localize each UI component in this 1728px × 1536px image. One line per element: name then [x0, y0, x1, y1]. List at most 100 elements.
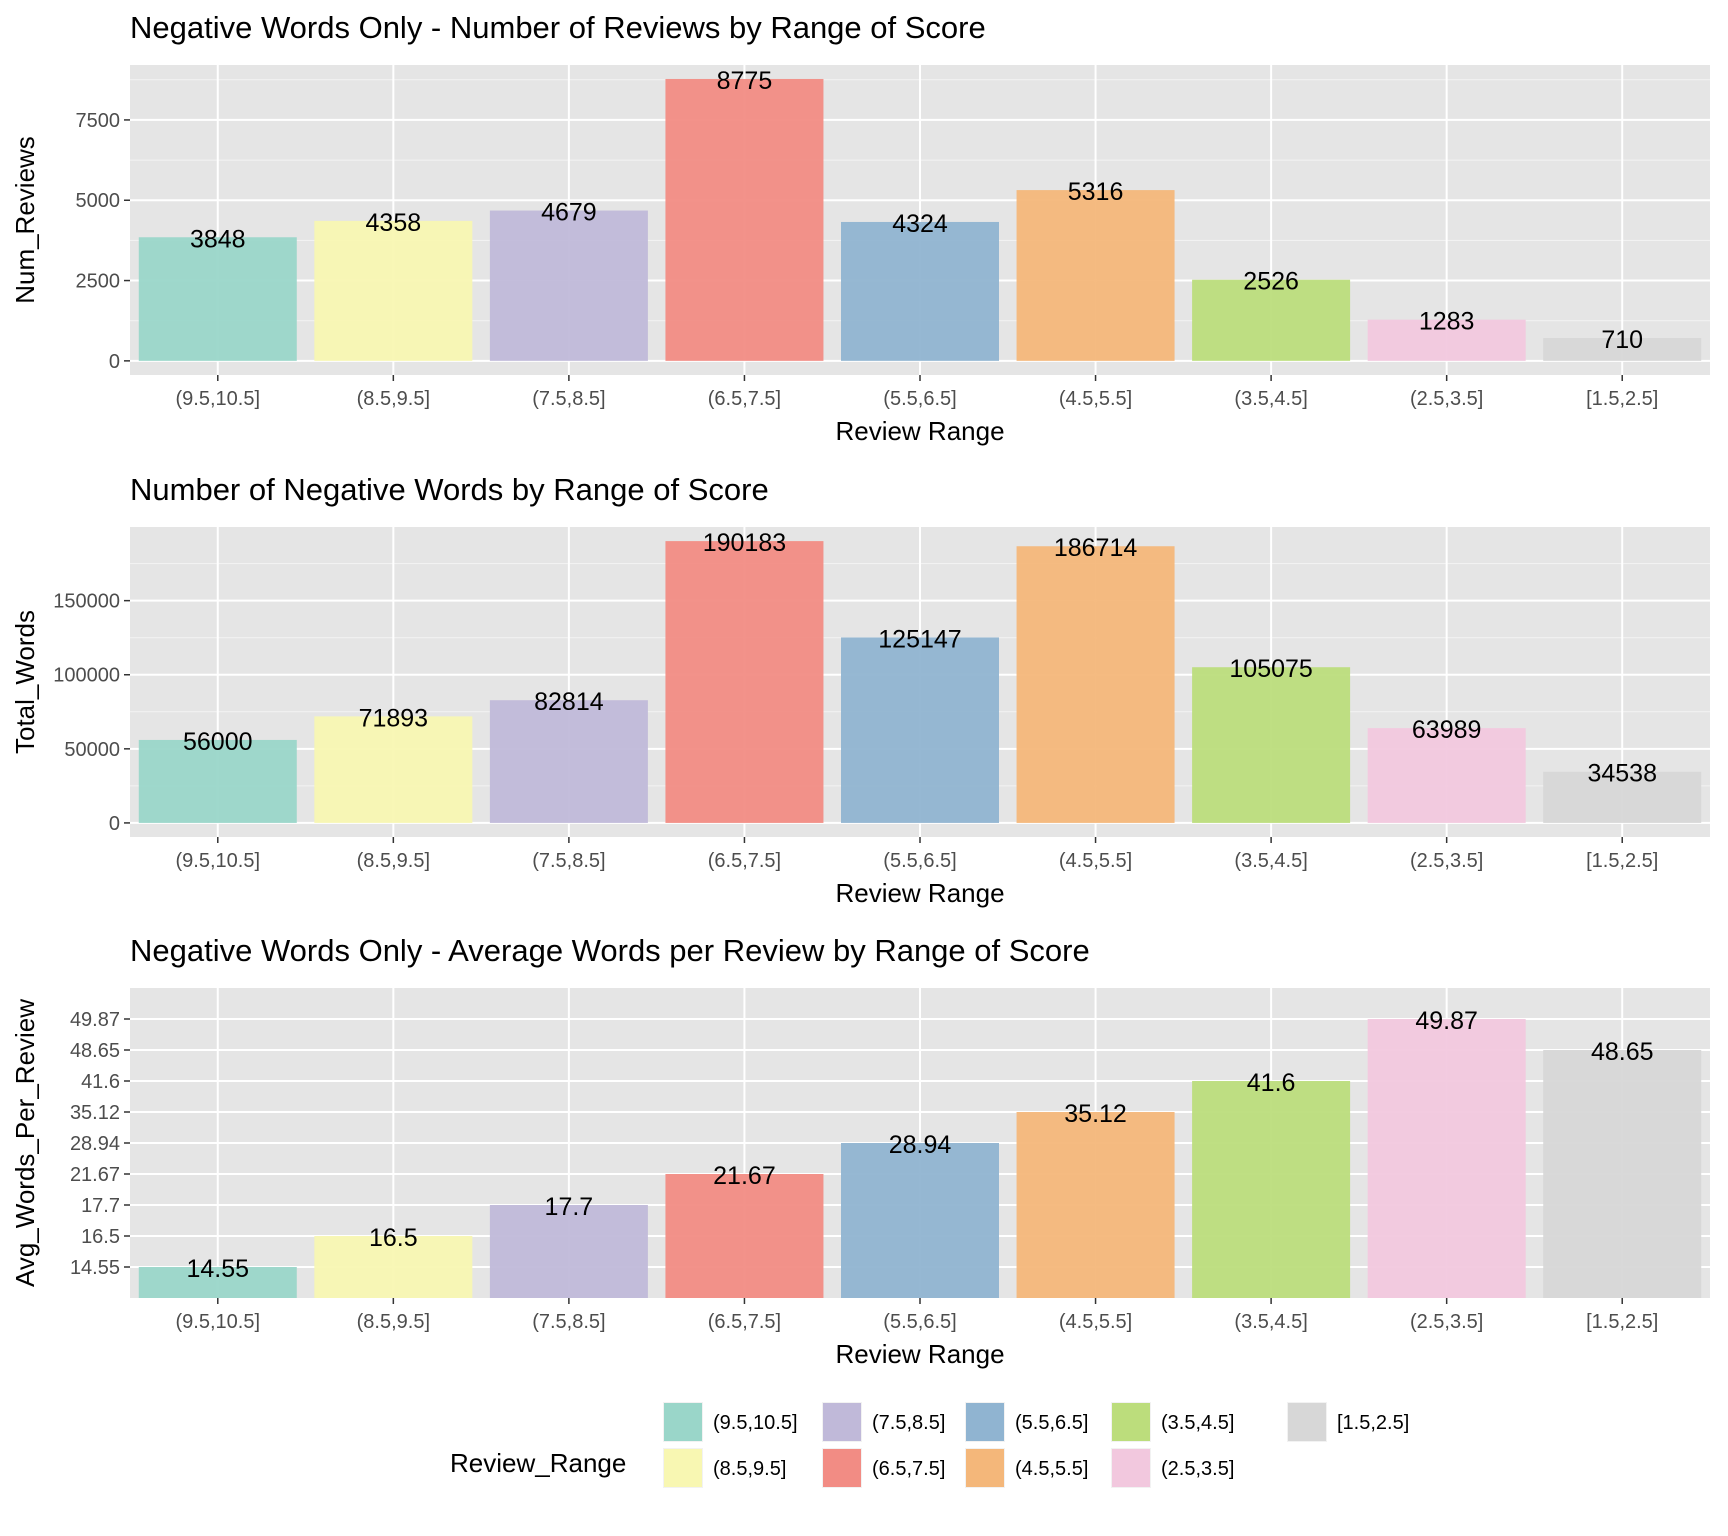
x-tick-label: (3.5,4.5]: [1234, 1311, 1307, 1333]
x-tick-label: (5.5,6.5]: [883, 388, 956, 410]
x-tick-label: (9.5,10.5]: [176, 1311, 261, 1333]
legend-label: (4.5,5.5]: [1015, 1458, 1088, 1480]
data-label: 35.12: [1064, 1100, 1127, 1128]
y-tick-label: 7500: [76, 110, 121, 132]
data-label: 125147: [878, 625, 961, 653]
bar: [138, 739, 297, 823]
x-tick-label: (9.5,10.5]: [176, 388, 261, 410]
bar: [1192, 1081, 1351, 1298]
bar: [1543, 338, 1702, 361]
data-label: 82814: [534, 688, 604, 716]
x-tick-label: (7.5,8.5]: [532, 388, 605, 410]
bar: [665, 78, 824, 361]
y-tick-label: 50000: [64, 739, 120, 761]
x-tick-label: (7.5,8.5]: [532, 850, 605, 872]
data-label: 41.6: [1247, 1069, 1296, 1097]
legend-swatch: [966, 1449, 1004, 1487]
x-tick-label: (7.5,8.5]: [532, 1311, 605, 1333]
data-label: 48.65: [1591, 1038, 1654, 1066]
x-tick-label: [1.5,2.5]: [1586, 1311, 1658, 1333]
data-label: 71893: [359, 704, 429, 732]
legend-label: (3.5,4.5]: [1161, 1412, 1234, 1434]
legend-swatch: [664, 1403, 702, 1441]
x-axis-title: Review Range: [835, 416, 1004, 446]
bar: [314, 716, 473, 823]
y-tick-label: 0: [109, 351, 120, 373]
data-label: 5316: [1068, 178, 1124, 206]
y-tick-label: 5000: [76, 190, 121, 212]
y-tick-label: 48.65: [70, 1040, 120, 1062]
y-tick-label: 2500: [76, 271, 121, 293]
bar: [1367, 1019, 1526, 1298]
chart-title: Negative Words Only - Average Words per …: [130, 933, 1090, 968]
data-label: 34538: [1587, 760, 1657, 788]
data-label: 21.67: [713, 1162, 776, 1190]
x-axis-title: Review Range: [835, 1339, 1004, 1369]
x-tick-label: (3.5,4.5]: [1234, 850, 1307, 872]
data-label: 14.55: [186, 1255, 249, 1283]
legend-swatch: [823, 1403, 861, 1441]
data-label: 8775: [717, 67, 773, 95]
data-label: 2526: [1243, 268, 1299, 296]
legend: Review_Range (9.5,10.5] (8.5,9.5] (7.5,8.5]…: [450, 1402, 1409, 1488]
y-tick-label: 21.67: [70, 1164, 120, 1186]
chart-panel-1: 0 2500 5000 7500 3848 4358 4679 8775 4324 5316 252…: [10, 10, 1710, 446]
legend-label: (9.5,10.5]: [713, 1412, 798, 1434]
x-tick-label: (9.5,10.5]: [176, 850, 261, 872]
bar: [1016, 1112, 1175, 1298]
x-tick-label: (2.5,3.5]: [1410, 850, 1483, 872]
data-label: 105075: [1229, 655, 1312, 683]
legend-label: (8.5,9.5]: [713, 1458, 786, 1480]
x-tick-label: (4.5,5.5]: [1059, 1311, 1132, 1333]
x-tick-label: (8.5,9.5]: [357, 388, 430, 410]
bar: [1016, 190, 1175, 361]
legend-swatch: [1288, 1403, 1326, 1441]
x-tick-label: (8.5,9.5]: [357, 1311, 430, 1333]
x-tick-label: (6.5,7.5]: [708, 388, 781, 410]
bar: [138, 1267, 297, 1298]
chart-panel-2: 0 50000 100000 150000 56000 71893 82814 190183 1…: [10, 472, 1710, 908]
y-tick-label: 150000: [53, 591, 120, 613]
data-label: 4358: [366, 209, 422, 237]
chart-title: Negative Words Only - Number of Reviews …: [130, 10, 986, 45]
bar: [1367, 728, 1526, 823]
bar: [489, 1205, 648, 1298]
x-tick-label: (4.5,5.5]: [1059, 388, 1132, 410]
data-label: 49.87: [1415, 1007, 1478, 1035]
x-tick-label: (2.5,3.5]: [1410, 1311, 1483, 1333]
legend-label: (2.5,3.5]: [1161, 1458, 1234, 1480]
legend-swatch: [1112, 1403, 1150, 1441]
data-label: 28.94: [889, 1131, 952, 1159]
y-tick-label: 28.94: [70, 1133, 120, 1155]
data-label: 3848: [190, 225, 246, 253]
data-label: 186714: [1054, 534, 1138, 562]
y-tick-label: 35.12: [70, 1102, 120, 1124]
data-label: 63989: [1412, 716, 1482, 744]
chart-panel-3: 14.55 16.5 17.7 21.67 28.94 35.12 41.6 48.65 49.…: [10, 933, 1710, 1369]
bar: [665, 541, 824, 823]
x-tick-label: (6.5,7.5]: [708, 850, 781, 872]
y-tick-label: 16.5: [81, 1226, 120, 1248]
y-tick-label: 100000: [53, 665, 120, 687]
bar: [1192, 279, 1351, 361]
legend-swatch: [966, 1403, 1004, 1441]
bar: [1543, 1050, 1702, 1298]
bar: [1016, 546, 1175, 823]
bar: [1367, 319, 1526, 361]
y-axis-title: Avg_Words_Per_Review: [10, 999, 40, 1287]
x-tick-label: (8.5,9.5]: [357, 850, 430, 872]
data-label: 17.7: [545, 1193, 594, 1221]
bar: [314, 1236, 473, 1298]
y-tick-label: 14.55: [70, 1257, 120, 1279]
legend-swatch: [664, 1449, 702, 1487]
x-tick-label: (5.5,6.5]: [883, 850, 956, 872]
x-tick-label: (6.5,7.5]: [708, 1311, 781, 1333]
data-label: 4324: [892, 210, 948, 238]
x-tick-label: (4.5,5.5]: [1059, 850, 1132, 872]
bar: [138, 237, 297, 361]
data-label: 16.5: [369, 1224, 418, 1252]
bar: [841, 221, 999, 361]
legend-label: (7.5,8.5]: [872, 1412, 945, 1434]
legend-label: [1.5,2.5]: [1337, 1412, 1409, 1434]
